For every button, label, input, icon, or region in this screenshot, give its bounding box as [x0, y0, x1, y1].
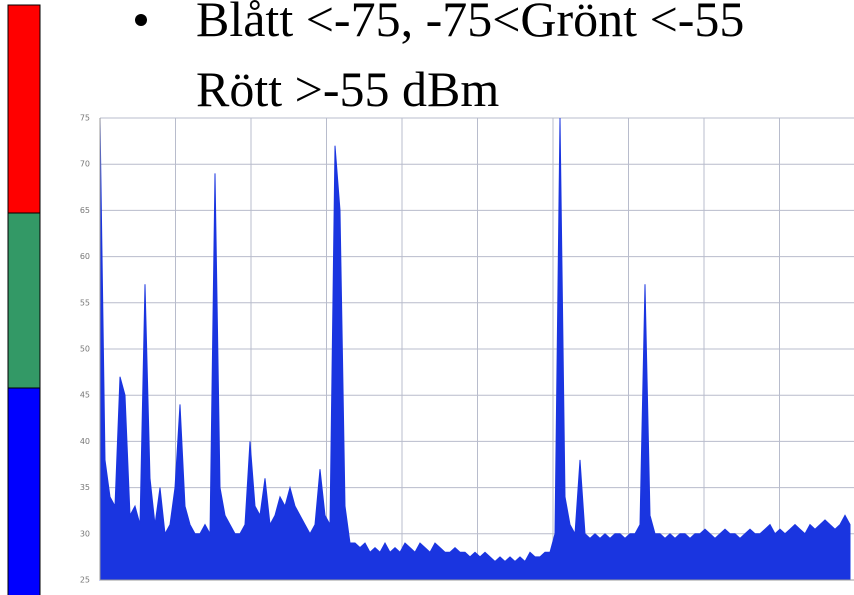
- green-band: [7, 212, 41, 389]
- y-tick-label: 55: [80, 298, 90, 307]
- bullet: [135, 14, 147, 26]
- y-tick-label: 75: [80, 114, 90, 123]
- bullet-text: Rött >-55 dBm: [196, 61, 499, 117]
- blue-band: [7, 387, 41, 595]
- y-tick-label: 30: [80, 529, 90, 538]
- y-tick-label: 60: [80, 252, 90, 261]
- bullet-text: Blått <-75, -75<Grönt <-55: [196, 0, 744, 47]
- y-tick-label: 45: [80, 391, 90, 400]
- y-tick-label: 25: [80, 576, 90, 585]
- y-tick-label: 40: [80, 437, 90, 446]
- y-tick-label: 65: [80, 206, 90, 215]
- y-tick-label: 70: [80, 160, 90, 169]
- y-tick-label: 35: [80, 483, 90, 492]
- spectrum-area: [99, 117, 851, 581]
- chart-background: [92, 95, 854, 590]
- red-band: [7, 4, 41, 214]
- y-tick-label: 50: [80, 345, 90, 354]
- chart: 25 30 35 40 45 50 55 60 65 70 75: [80, 114, 854, 585]
